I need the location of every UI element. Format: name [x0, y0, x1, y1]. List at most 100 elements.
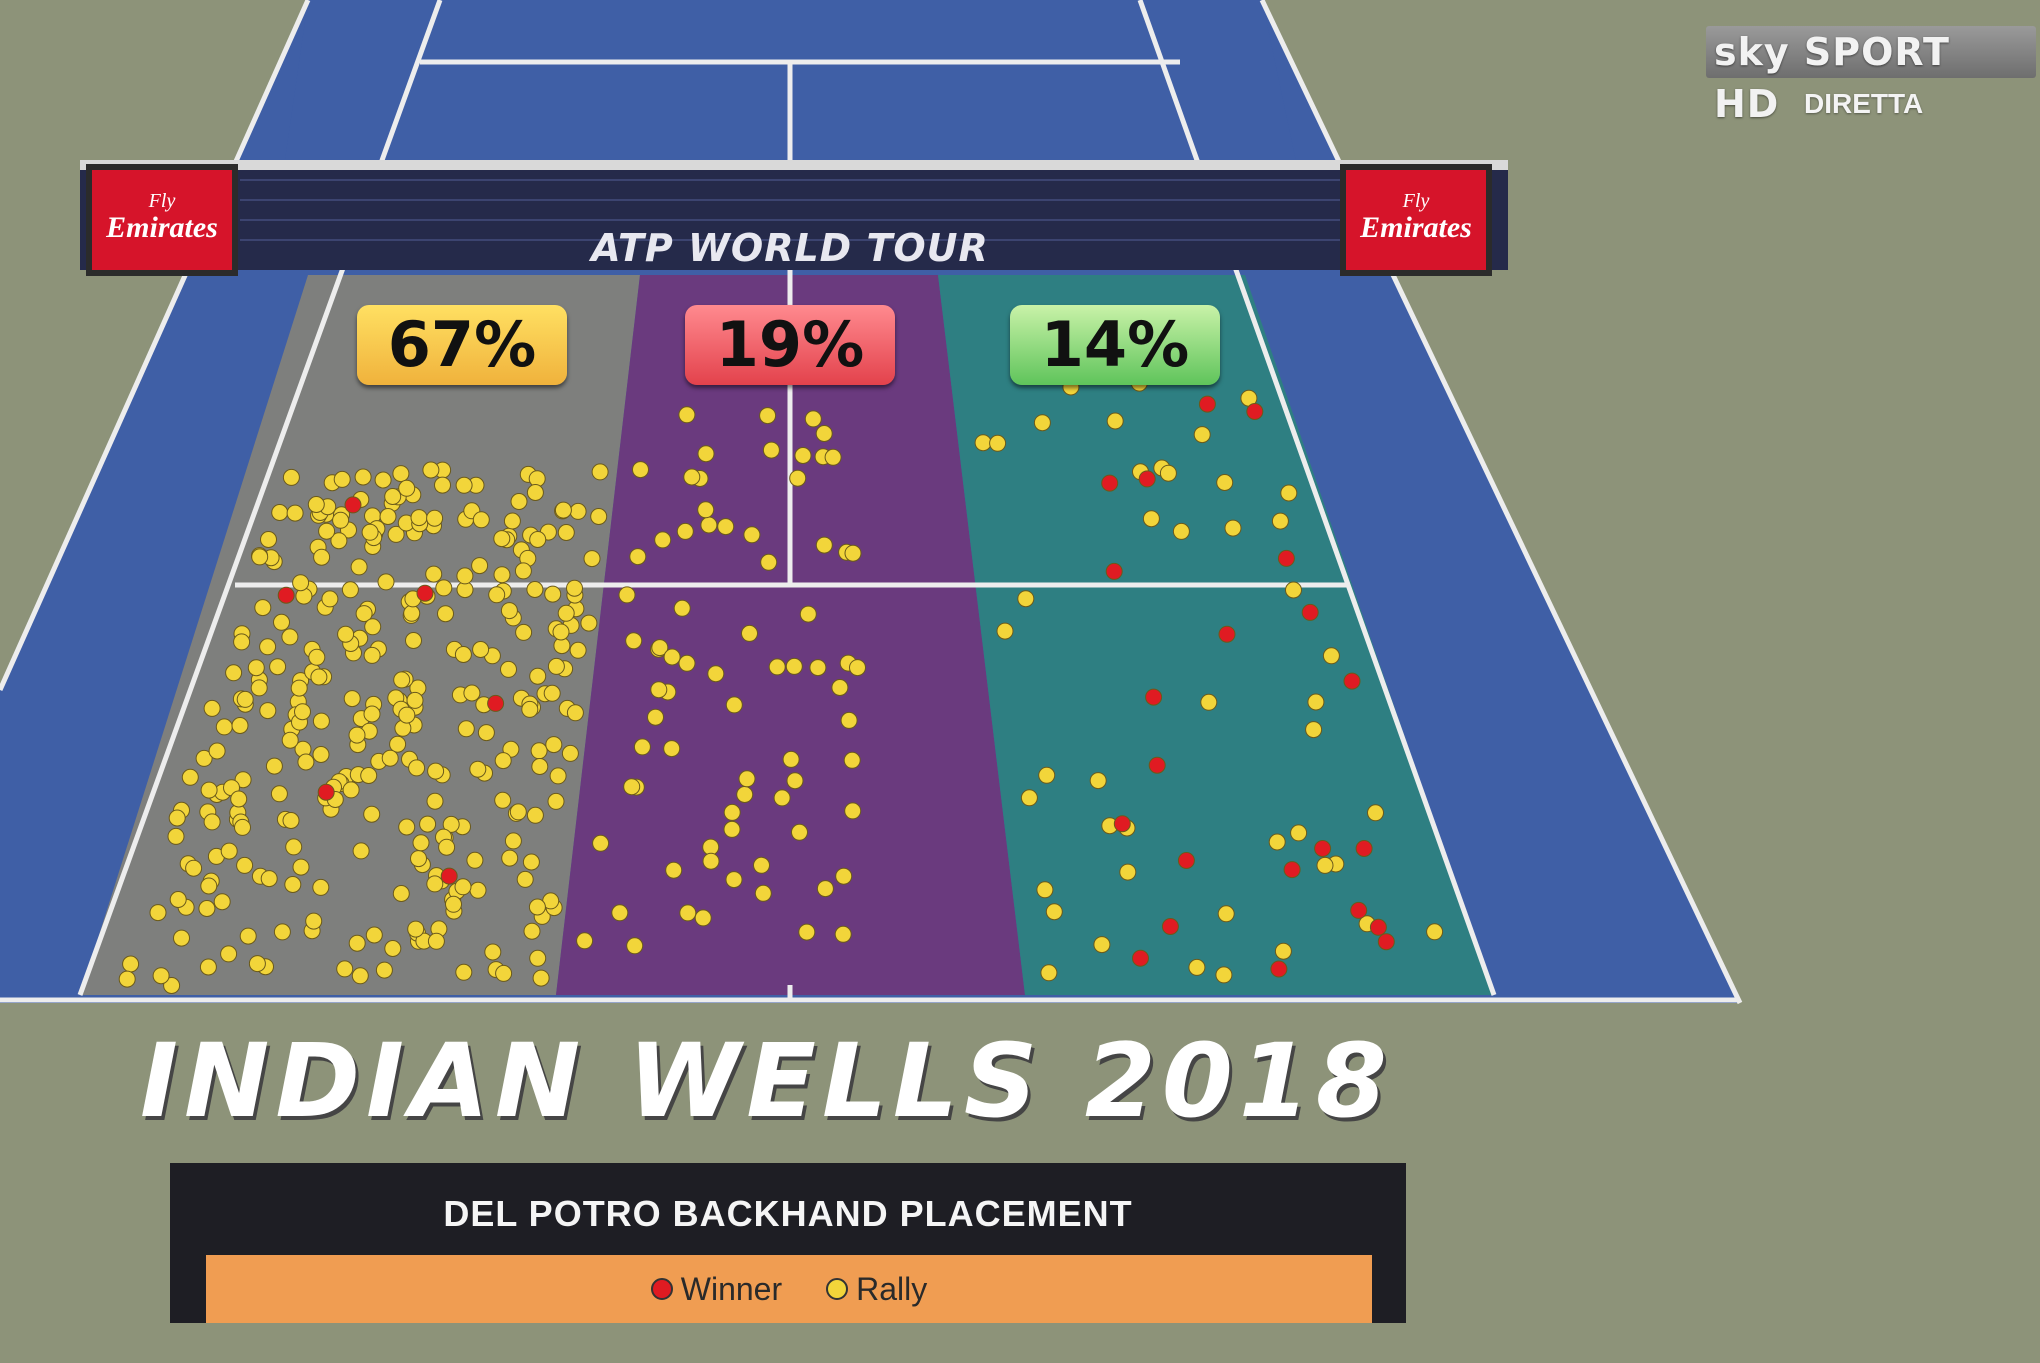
rally-ball: [292, 858, 310, 876]
rally-ball: [269, 658, 287, 676]
rally-ball: [678, 654, 696, 672]
rally-ball: [231, 717, 249, 734]
rally-ball: [251, 548, 269, 566]
rally-ball: [1142, 510, 1160, 528]
rally-ball: [509, 803, 527, 821]
net: [80, 160, 1508, 270]
legend-bar: Winner Rally: [206, 1255, 1372, 1323]
rally-ball: [665, 861, 683, 879]
rally-ball: [469, 881, 487, 899]
rally-ball: [234, 818, 251, 836]
rally-ball: [167, 827, 185, 845]
rally-ball: [633, 738, 651, 756]
rally-ball: [200, 781, 218, 799]
rally-ball: [363, 646, 381, 664]
rally-ball: [1215, 966, 1233, 984]
rally-ball: [632, 461, 649, 479]
rally-ball: [495, 964, 513, 982]
winner-ball: [487, 694, 505, 712]
net-tape: [80, 160, 1508, 170]
winner-ball: [1343, 672, 1361, 690]
rally-ball: [213, 893, 231, 911]
rally-ball: [398, 818, 416, 836]
rally-ball: [410, 850, 427, 868]
red-ball-icon: [650, 1278, 673, 1300]
rally-ball: [804, 410, 822, 428]
rally-ball: [493, 530, 511, 548]
rally-ball: [297, 753, 315, 771]
rally-ball: [702, 838, 720, 856]
rally-ball: [471, 557, 489, 575]
rally-ball: [163, 977, 181, 994]
rally-ball: [313, 548, 331, 566]
rally-ball: [1216, 474, 1234, 491]
rally-ball: [149, 904, 167, 922]
rally-ball: [654, 531, 672, 549]
rally-ball: [849, 659, 866, 677]
rally-ball: [472, 641, 490, 658]
rally-ball: [569, 641, 587, 659]
rally-ball: [743, 526, 761, 544]
rally-ball: [1093, 936, 1111, 954]
rally-ball: [1017, 590, 1035, 608]
rally-ball: [350, 558, 368, 576]
rally-ball: [377, 573, 395, 591]
rally-ball: [152, 967, 170, 985]
rally-ball: [717, 518, 735, 536]
rally-ball: [504, 832, 522, 850]
rally-ball: [457, 720, 475, 738]
rally-ball: [393, 671, 411, 689]
yellow-ball-icon: [826, 1278, 849, 1300]
winner-ball: [1113, 815, 1131, 833]
rally-ball: [312, 746, 330, 763]
rally-ball: [557, 604, 575, 622]
rally-ball: [173, 929, 190, 947]
rally-ball: [843, 751, 861, 769]
rally-ball: [442, 815, 460, 833]
rally-ball: [1020, 789, 1038, 807]
winner-ball: [1277, 549, 1295, 567]
rally-ball: [1119, 863, 1137, 881]
rally-ball: [410, 509, 428, 527]
rally-ball: [337, 625, 355, 643]
rally-ball: [835, 867, 853, 885]
rally-ball: [398, 706, 416, 724]
rally-ball: [1426, 923, 1444, 941]
sponsor-line1: Fly: [148, 190, 176, 212]
rally-ball: [361, 523, 379, 541]
rally-ball: [234, 771, 252, 789]
rally-ball: [523, 922, 541, 940]
rally-ball: [333, 470, 351, 488]
rally-ball: [284, 876, 302, 893]
rally-ball: [477, 724, 495, 742]
rally-ball: [387, 525, 405, 543]
rally-ball: [754, 884, 772, 902]
sponsor-line2: Emirates: [1360, 211, 1472, 244]
rally-ball: [650, 681, 668, 699]
rally-ball: [310, 668, 328, 686]
rally-ball: [425, 565, 443, 583]
rally-ball: [1159, 464, 1177, 482]
legend: Winner Rally: [206, 1255, 1372, 1323]
rally-ball: [341, 581, 359, 599]
rally-ball: [768, 658, 786, 676]
rally-ball: [725, 696, 743, 714]
rally-ball: [773, 789, 791, 807]
rally-ball: [503, 512, 521, 530]
rally-ball: [403, 604, 421, 622]
rally-ball: [312, 712, 330, 730]
winner-ball: [1355, 840, 1373, 857]
broadcaster-logo: sky SPORT HD: [1706, 26, 2036, 126]
winner-ball: [1350, 901, 1368, 919]
rally-ball: [576, 932, 594, 950]
rally-ball: [308, 648, 326, 666]
rally-ball: [591, 463, 609, 481]
rally-ball: [273, 923, 291, 941]
rally-ball: [798, 923, 816, 941]
rally-ball: [422, 461, 440, 479]
rally-ball: [552, 623, 570, 641]
rally-ball: [466, 851, 484, 869]
rally-ball: [590, 508, 608, 525]
rally-ball: [435, 579, 453, 597]
rally-ball: [348, 934, 366, 952]
